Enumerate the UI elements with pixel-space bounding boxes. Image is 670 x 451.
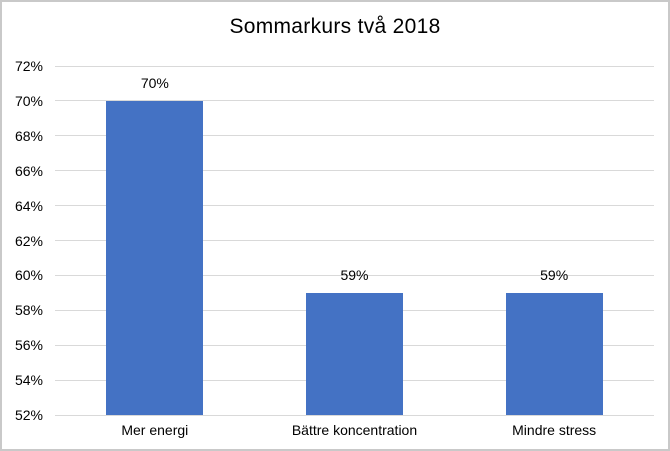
y-axis-tick-label: 56% (14, 337, 43, 354)
bar-value-label: 59% (340, 266, 369, 283)
y-axis-tick-label: 54% (14, 372, 43, 389)
x-axis-category-label: Mindre stress (512, 422, 597, 438)
gridline (55, 170, 654, 172)
gridline (55, 100, 654, 102)
gridline (55, 135, 654, 137)
x-axis-category-label: Mer energi (121, 422, 189, 438)
y-axis-tick-label: 66% (14, 162, 43, 179)
y-axis-tick-label: 72% (14, 58, 43, 74)
y-axis-tick-label: 52% (14, 407, 43, 423)
gridline (55, 274, 654, 276)
gridline (55, 65, 654, 67)
bar-value-label: 59% (540, 266, 569, 283)
gridline (55, 414, 654, 416)
bar (306, 292, 403, 415)
gridline (55, 205, 654, 207)
y-axis-tick-label: 68% (14, 127, 43, 144)
bar-value-label: 70% (140, 74, 169, 91)
y-axis-tick-label: 60% (14, 267, 43, 284)
y-axis-tick-label: 64% (14, 197, 43, 214)
plot-area: 70% 59% 59% (55, 65, 654, 416)
y-axis-tick-label: 58% (14, 302, 43, 319)
y-axis-tick-label: 62% (14, 232, 43, 249)
bar (106, 100, 204, 415)
y-axis-tick-label: 70% (14, 92, 43, 109)
x-axis-category-label: Bättre koncentration (291, 422, 418, 438)
bar (505, 292, 603, 415)
chart-title: Sommarkurs två 2018 (229, 15, 441, 38)
gridline (55, 240, 654, 241)
